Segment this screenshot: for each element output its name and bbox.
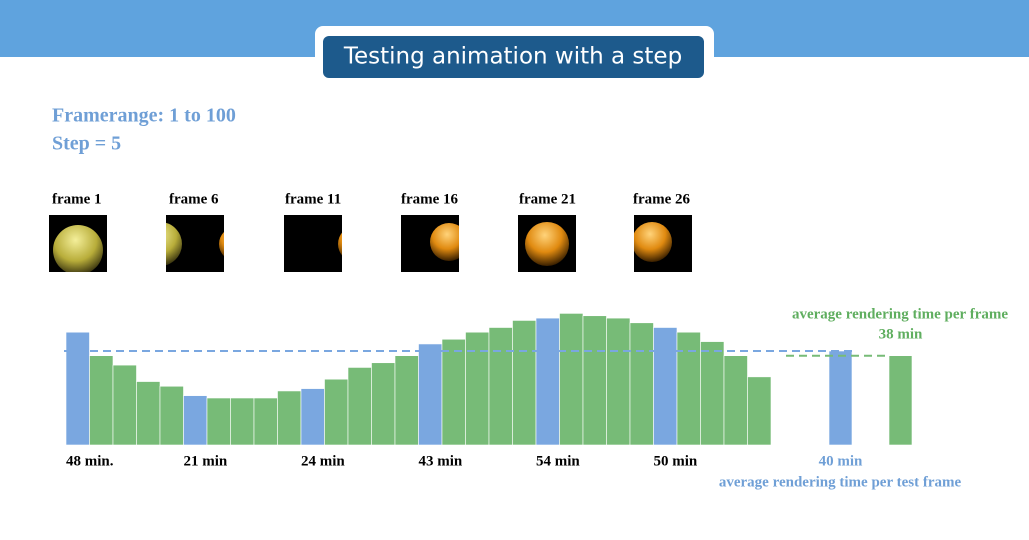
sphere [219,231,224,257]
title-pill [323,36,704,78]
bar [700,341,725,446]
bar [230,397,255,446]
bar [183,395,208,446]
value-label: 48 min. [66,453,114,469]
bar [65,331,90,446]
bar [606,317,631,446]
sphere [338,232,342,256]
value-label: 54 min [536,453,580,469]
average-label: 38 min [879,326,923,342]
bar [159,385,184,446]
thumbnails [49,215,692,272]
frame-label: frame 6 [169,191,219,207]
bar [371,362,396,446]
bar [112,364,137,446]
bar [136,381,161,446]
title: Testing animation with a step [343,44,682,70]
framerange: Framerange: 1 to 100 [52,105,236,127]
bar [488,327,513,446]
bar [441,338,466,446]
bar [347,367,372,446]
bar [394,355,419,446]
frame-label: frame 26 [633,191,691,207]
bar [676,331,701,446]
bar [300,388,325,446]
sphere [634,222,672,262]
frame-label: frame 16 [401,191,459,207]
frame-label: frame 21 [519,191,576,207]
thumbnail [284,215,342,272]
sphere [53,225,103,272]
bar [888,355,913,446]
value-label: 24 min [301,453,345,469]
bar [653,327,678,446]
bar [324,378,349,446]
bar [277,390,302,446]
value-label: 21 min [184,453,228,469]
bar [629,322,654,446]
bar [828,350,853,446]
bar [89,355,114,446]
value-label: 50 min [654,453,698,469]
bar [465,331,490,446]
bar [535,317,560,446]
step: Step = 5 [52,133,121,155]
average-caption: average rendering time per test frame [719,474,962,490]
bar [206,397,231,446]
bar [582,315,607,446]
frame-label: frame 11 [285,191,341,207]
bar [747,376,772,446]
sphere [525,222,569,266]
bar [559,313,584,446]
average-caption: average rendering time per frame [792,306,1008,322]
sphere [430,223,459,261]
bar [512,320,537,446]
average-label: 40 min [819,453,863,469]
bar [723,355,748,446]
bar [418,343,443,446]
frame-label: frame 1 [52,191,102,207]
sphere [166,222,182,266]
value-label: 43 min [419,453,463,469]
bar [253,397,278,446]
